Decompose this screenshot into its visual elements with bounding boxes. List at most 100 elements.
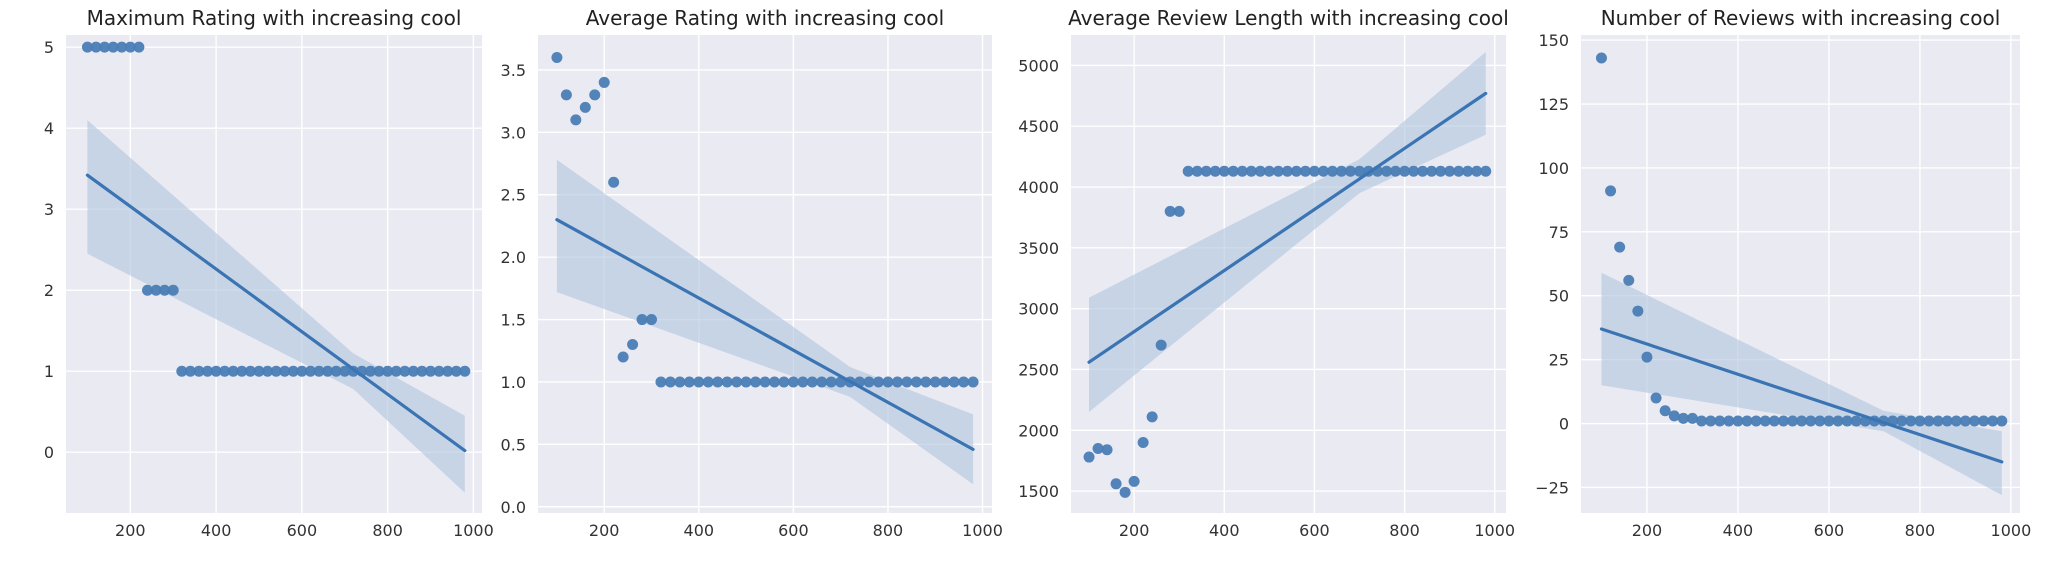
y-tick-label: 125 (1538, 95, 1569, 114)
data-point (159, 284, 171, 296)
data-point (399, 365, 411, 377)
data-point (1182, 165, 1194, 177)
data-point (390, 365, 402, 377)
data-point (901, 376, 913, 388)
confidence-band (1089, 52, 1486, 412)
y-tick-label: 1 (44, 362, 54, 381)
data-point (664, 376, 676, 388)
data-point (1299, 165, 1311, 177)
data-point (184, 365, 196, 377)
y-tick-label: 0.5 (501, 435, 526, 454)
data-point (330, 365, 342, 377)
data-point (1101, 444, 1113, 456)
y-tick-label: 3.5 (501, 61, 526, 80)
data-point (560, 89, 572, 101)
data-point (382, 365, 394, 377)
data-point (210, 365, 222, 377)
data-point (1290, 165, 1302, 177)
x-tick-label: 400 (1209, 521, 1240, 540)
data-point (551, 51, 563, 63)
regression-line (1087, 91, 1488, 364)
data-point (958, 376, 970, 388)
x-tick-label: 600 (287, 521, 318, 540)
data-point (1281, 165, 1293, 177)
y-tick-label: 0 (1559, 415, 1569, 434)
x-tick-label: 400 (684, 521, 715, 540)
data-point (1614, 241, 1626, 253)
data-point (1335, 165, 1347, 177)
data-point (967, 376, 979, 388)
data-point (81, 41, 93, 53)
data-point (416, 365, 428, 377)
x-tick-label: 800 (372, 521, 403, 540)
data-point (116, 41, 128, 53)
data-point (1787, 415, 1799, 427)
data-point (1462, 165, 1474, 177)
data-point (1850, 415, 1862, 427)
data-point (1344, 165, 1356, 177)
data-point (1317, 165, 1329, 177)
data-point (1353, 165, 1365, 177)
data-point (863, 376, 875, 388)
data-point (202, 365, 214, 377)
data-point (373, 365, 385, 377)
subplot-3: Average Review Length with increasing co… (1018, 6, 1515, 540)
data-point (1732, 415, 1744, 427)
data-point (279, 365, 291, 377)
data-point (459, 365, 471, 377)
y-tick-label: 0.0 (501, 498, 526, 517)
data-point (1200, 165, 1212, 177)
data-point (1155, 339, 1167, 351)
regression-line (85, 173, 467, 453)
data-point (287, 365, 299, 377)
data-point (1641, 351, 1653, 363)
chart-title: Maximum Rating with increasing cool (87, 6, 462, 30)
y-tick-label: 150 (1538, 31, 1569, 50)
y-tick-label: 75 (1549, 223, 1569, 242)
data-point (787, 376, 799, 388)
data-point (759, 376, 771, 388)
data-point (891, 376, 903, 388)
data-point (1263, 165, 1275, 177)
x-tick-label: 1000 (1991, 521, 2032, 540)
chart-title: Average Rating with increasing cool (586, 6, 944, 30)
data-point (150, 284, 162, 296)
data-point (1650, 392, 1662, 404)
data-point (322, 365, 334, 377)
data-point (1390, 165, 1402, 177)
data-point (1173, 205, 1185, 217)
data-point (167, 284, 179, 296)
data-point (674, 376, 686, 388)
data-point (1146, 411, 1158, 423)
data-point (1218, 165, 1230, 177)
data-point (1110, 478, 1122, 490)
data-point (450, 365, 462, 377)
data-point (825, 376, 837, 388)
data-point (1426, 165, 1438, 177)
data-point (920, 376, 932, 388)
y-tick-label: 3000 (1018, 300, 1059, 319)
x-tick-label: 200 (1119, 521, 1150, 540)
data-point (589, 89, 601, 101)
data-point (1777, 415, 1789, 427)
data-point (910, 376, 922, 388)
data-point (1444, 165, 1456, 177)
data-point (193, 365, 205, 377)
data-point (598, 76, 610, 88)
data-point (1164, 205, 1176, 217)
data-point (1923, 415, 1935, 427)
data-point (1453, 165, 1465, 177)
data-point (442, 365, 454, 377)
data-point (948, 376, 960, 388)
x-tick-label: 400 (201, 521, 232, 540)
data-point (712, 376, 724, 388)
y-tick-label: 2500 (1018, 360, 1059, 379)
data-point (1905, 415, 1917, 427)
data-point (253, 365, 265, 377)
data-point (107, 41, 119, 53)
data-point (1814, 415, 1826, 427)
y-tick-label: 4000 (1018, 178, 1059, 197)
data-point (1805, 415, 1817, 427)
y-tick-label: 2.0 (501, 248, 526, 267)
x-tick-label: 1000 (1474, 521, 1515, 540)
